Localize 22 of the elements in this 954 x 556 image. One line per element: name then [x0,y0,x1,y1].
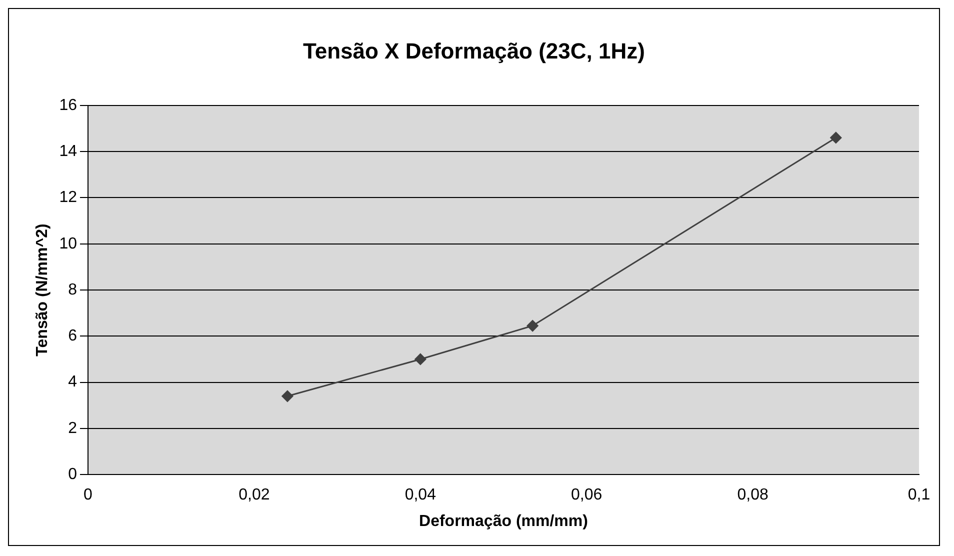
x-tick-label: 0,1 [908,486,930,504]
y-tick-label: 8 [68,281,78,298]
x-tick-label: 0,06 [571,486,602,504]
x-tick-label: 0 [84,486,93,504]
y-tick-label: 10 [59,235,78,252]
y-tick-label: 16 [59,96,78,114]
y-tick-label: 4 [68,374,78,391]
y-tick-label: 12 [59,189,78,206]
point [526,320,538,332]
y-tick-label: 0 [68,466,78,484]
point [830,132,842,144]
y-tick-label: 6 [68,328,78,345]
y-axis-title: Tensão (N/mm^2) [34,224,52,356]
point [282,390,294,402]
x-tick-label: 0,02 [238,486,270,504]
y-tick-label: 2 [68,420,78,437]
x-axis-title: Deformação (mm/mm) [419,512,588,530]
y-tick-label: 14 [59,142,78,160]
chart-title: Tensão X Deformação (23C, 1Hz) [303,38,645,64]
x-tick-label: 0,04 [404,486,436,504]
x-tick-label: 0,08 [737,486,768,504]
point [414,353,426,365]
